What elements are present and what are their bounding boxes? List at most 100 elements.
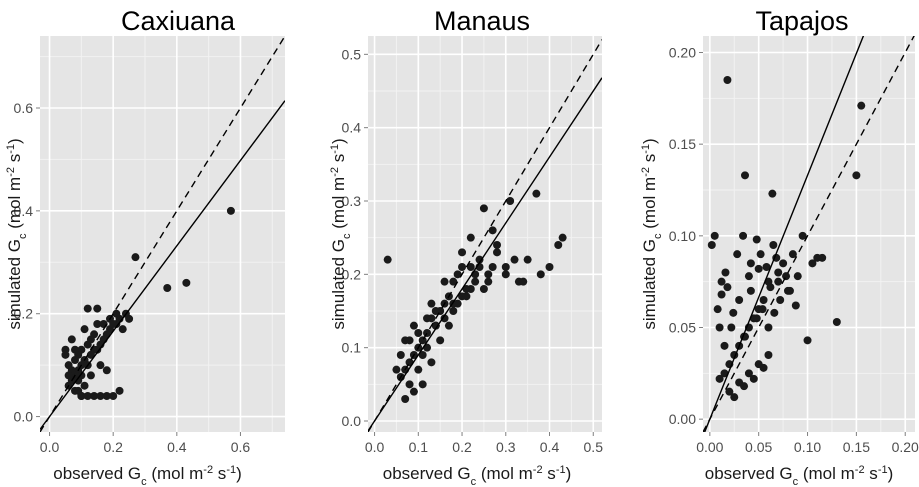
data-point xyxy=(759,363,768,372)
data-point xyxy=(112,309,121,318)
data-point xyxy=(93,345,102,354)
fit-line xyxy=(40,100,285,430)
one-to-one-line xyxy=(368,39,602,432)
y-tick-label: 0.1 xyxy=(342,340,362,356)
data-point xyxy=(226,206,235,215)
data-point xyxy=(396,351,405,359)
data-point xyxy=(768,189,777,198)
data-point xyxy=(791,301,800,310)
data-point xyxy=(80,381,89,390)
data-point xyxy=(484,270,493,279)
x-tick-label: 0.00 xyxy=(696,439,723,455)
y-axis-title: simulated Gc (mol m-2 s-1) xyxy=(329,138,353,329)
y-tick-label: 0.00 xyxy=(669,411,696,427)
data-point xyxy=(782,272,791,281)
data-point xyxy=(729,308,738,317)
data-point xyxy=(545,263,554,271)
data-point xyxy=(779,259,788,268)
data-point xyxy=(109,320,118,328)
x-tick-label: 0.1 xyxy=(409,439,429,455)
data-point xyxy=(740,382,749,391)
data-point xyxy=(86,350,95,359)
fit-line xyxy=(703,36,865,432)
x-tick-label: 0.6 xyxy=(231,439,251,455)
x-tick-label: 0.15 xyxy=(843,439,870,455)
data-point xyxy=(64,371,73,380)
data-point xyxy=(475,255,484,264)
x-tick-label: 0.0 xyxy=(365,439,385,455)
data-point xyxy=(749,374,758,383)
data-point xyxy=(466,233,475,242)
data-point xyxy=(776,296,785,304)
x-tick-label: 0.0 xyxy=(40,439,60,455)
data-point xyxy=(519,277,528,286)
data-point xyxy=(558,233,567,242)
data-point xyxy=(752,314,761,323)
data-point xyxy=(769,241,778,249)
panel-caxiuana: 0.0 0.2 0.4 0.6 0.0 0.2 0.4 0.6 Caxiuana observed… xyxy=(5,6,285,487)
data-point xyxy=(401,395,410,403)
data-point xyxy=(409,321,418,330)
data-point xyxy=(752,235,761,244)
data-point xyxy=(488,226,497,235)
data-point xyxy=(774,268,783,277)
data-point xyxy=(770,308,779,317)
data-point xyxy=(501,263,510,271)
data-point xyxy=(832,318,841,326)
data-point xyxy=(510,255,519,264)
data-point xyxy=(77,392,86,400)
data-point xyxy=(458,263,467,271)
data-point xyxy=(90,392,99,400)
data-point xyxy=(423,314,432,323)
data-point xyxy=(118,325,127,334)
data-point xyxy=(436,336,445,345)
y-tick-label: 0.2 xyxy=(14,306,34,322)
data-layer xyxy=(703,36,915,432)
data-point xyxy=(710,231,719,240)
data-point xyxy=(440,277,449,286)
data-point xyxy=(741,171,750,180)
panel-manaus: 0.0 0.1 0.2 0.3 0.4 0.5 0.0 0.1 0.2 0.3 0.4 0.5 Mana… xyxy=(329,6,603,487)
data-point xyxy=(762,263,771,271)
data-point xyxy=(720,369,729,378)
data-point xyxy=(479,204,488,213)
panel-title: Manaus xyxy=(434,6,530,36)
y-tick-label: 0.15 xyxy=(669,136,696,152)
data-point xyxy=(83,304,92,313)
data-point xyxy=(449,307,458,315)
data-point xyxy=(803,336,812,345)
data-point xyxy=(754,264,763,273)
data-point xyxy=(523,255,532,264)
data-point xyxy=(86,371,95,380)
panel-title: Caxiuana xyxy=(121,6,236,36)
data-point xyxy=(80,325,89,334)
data-point xyxy=(756,250,765,259)
data-point xyxy=(733,250,742,259)
data-layer xyxy=(368,39,602,432)
data-point xyxy=(479,285,488,293)
data-point xyxy=(717,277,726,286)
data-point xyxy=(163,284,172,292)
data-point xyxy=(720,341,729,350)
data-point xyxy=(739,231,748,240)
data-point xyxy=(427,358,436,367)
x-tick-label: 0.05 xyxy=(745,439,772,455)
y-axis-title: simulated Gc (mol m-2 s-1) xyxy=(640,138,664,329)
fit-line xyxy=(368,77,602,432)
data-point xyxy=(409,387,418,396)
y-tick-label: 0.0 xyxy=(342,413,362,429)
data-point xyxy=(506,197,515,205)
x-axis-title: observed Gc (mol m-2 s-1) xyxy=(383,464,572,487)
data-point xyxy=(744,272,753,281)
data-point xyxy=(418,380,427,389)
data-point xyxy=(423,329,432,337)
one-to-one-line xyxy=(40,36,285,432)
data-point xyxy=(721,268,730,277)
y-tick-label: 0.3 xyxy=(342,193,362,209)
data-point xyxy=(744,369,753,378)
y-tick-label: 0.4 xyxy=(14,203,34,219)
data-point xyxy=(785,286,794,295)
data-point xyxy=(536,270,545,279)
data-point xyxy=(715,374,724,383)
